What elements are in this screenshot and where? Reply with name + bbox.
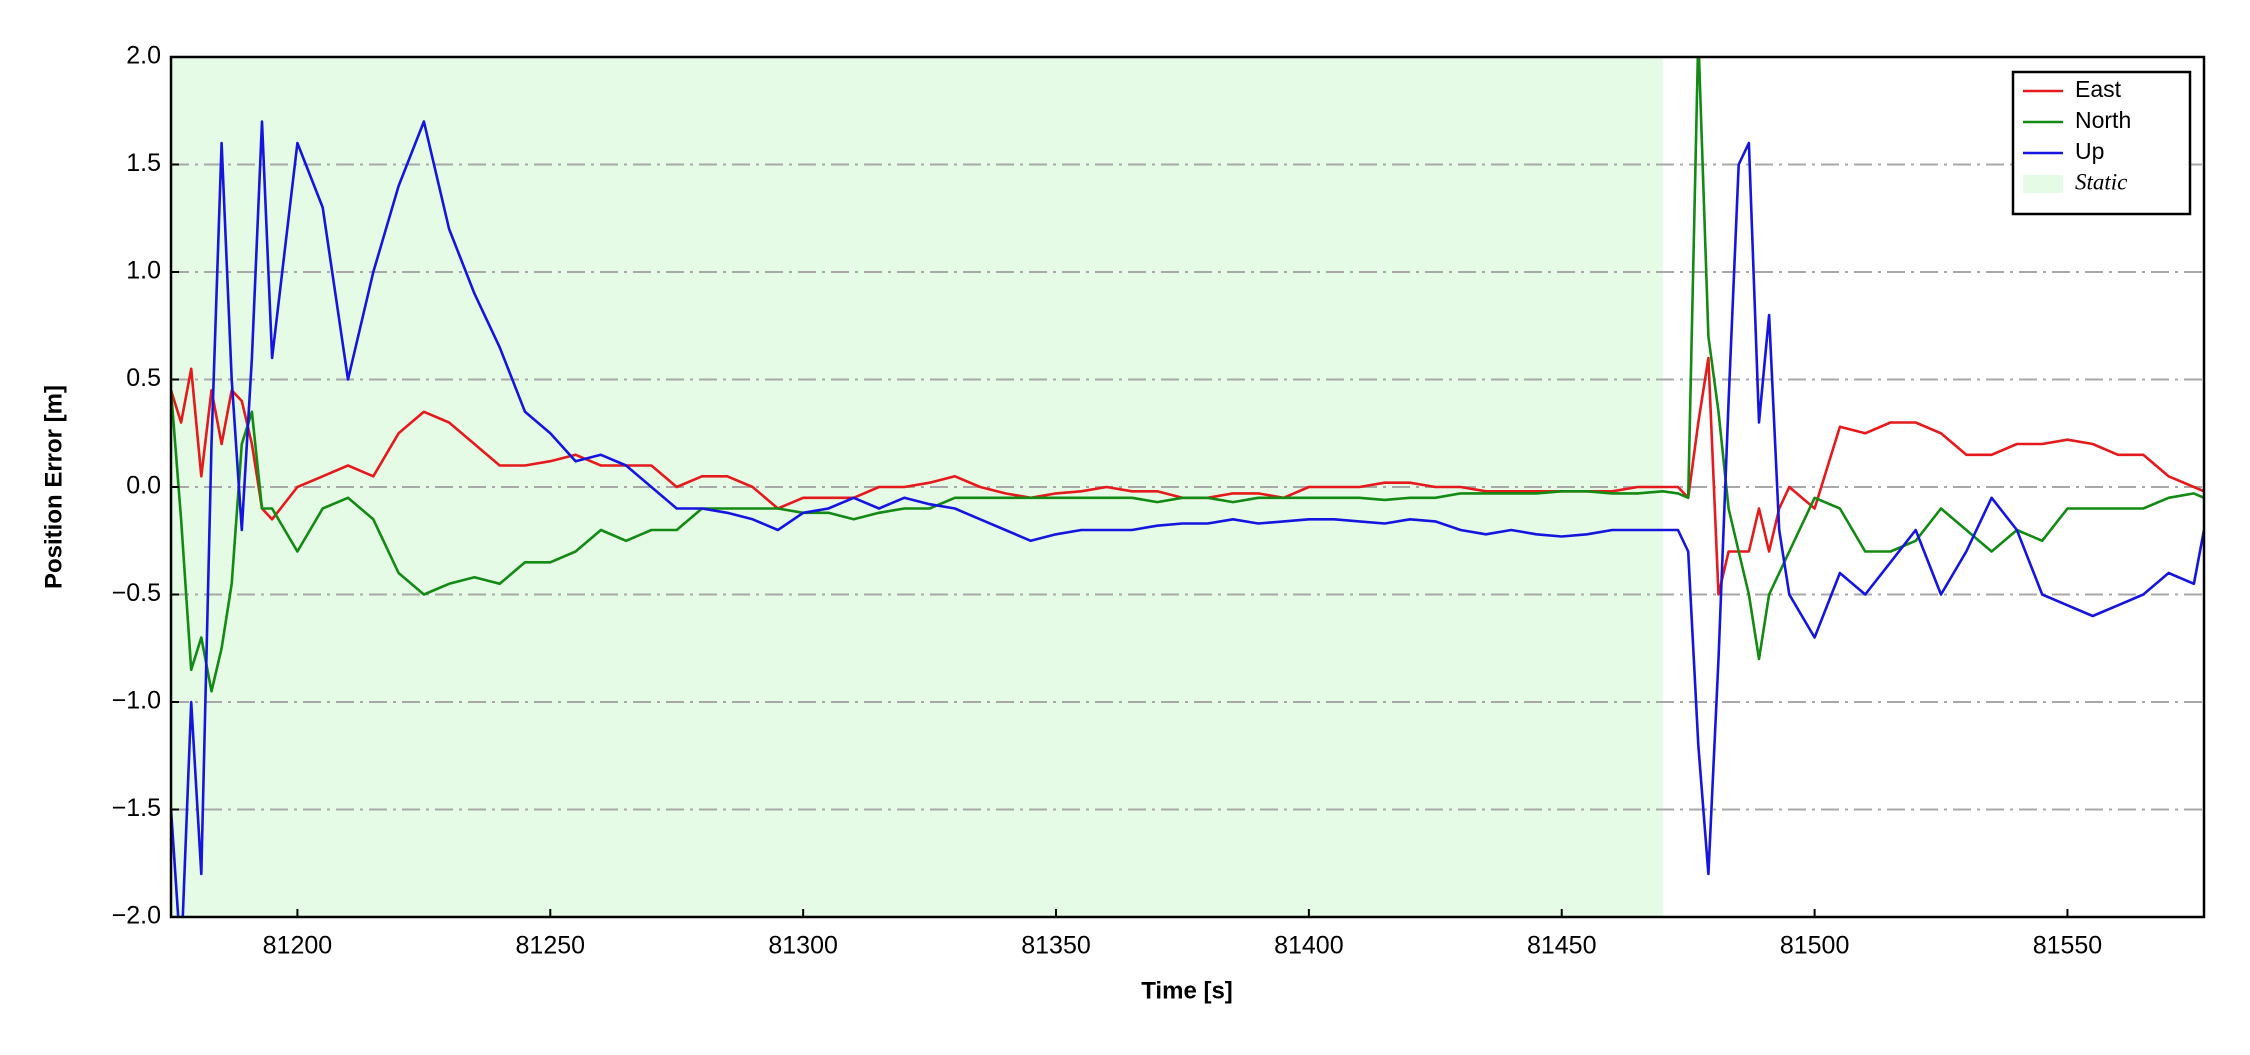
x-tick-label: 81500 — [1780, 932, 1850, 960]
y-tick-label: 1.0 — [126, 257, 161, 285]
legend-label: North — [2075, 107, 2131, 133]
x-tick-label: 81350 — [1021, 932, 1091, 960]
x-tick-label: 81250 — [516, 932, 586, 960]
y-tick-label: 0.0 — [126, 472, 161, 500]
plot-background — [171, 57, 2204, 917]
x-tick-label: 81400 — [1274, 932, 1344, 960]
series-line — [171, 57, 2204, 693]
plot-area — [171, 57, 2204, 917]
y-tick-label: 0.5 — [126, 364, 161, 392]
x-tick-label: 81200 — [263, 932, 333, 960]
legend-label: East — [2075, 76, 2122, 102]
y-tick-label: 1.5 — [126, 149, 161, 177]
y-tick-label: −2.0 — [112, 902, 161, 930]
series-line — [171, 120, 2204, 917]
plot-frame — [169, 55, 2206, 919]
y-tick-label: −0.5 — [112, 579, 161, 607]
x-tick-label: 81450 — [1527, 932, 1597, 960]
axes: −2.0 −1.5 −1.0 −0.5 0.0 0.5 1.0 1.5 2.0 81200 8125… — [112, 42, 2206, 960]
y-tick-label: 2.0 — [126, 42, 161, 70]
legend-label: Up — [2075, 138, 2104, 164]
y-axis-label: Position Error [m] — [40, 385, 67, 589]
legend-swatch — [2023, 175, 2063, 193]
x-axis-label: Time [s] — [1141, 977, 1233, 1004]
legend-label: Static — [2075, 169, 2127, 194]
x-tick-label: 81300 — [768, 932, 838, 960]
x-tick-label: 81550 — [2033, 932, 2103, 960]
y-tick-label: −1.5 — [112, 794, 161, 822]
legend: East North Up Static — [2011, 70, 2192, 216]
y-tick-label: −1.0 — [112, 687, 161, 715]
